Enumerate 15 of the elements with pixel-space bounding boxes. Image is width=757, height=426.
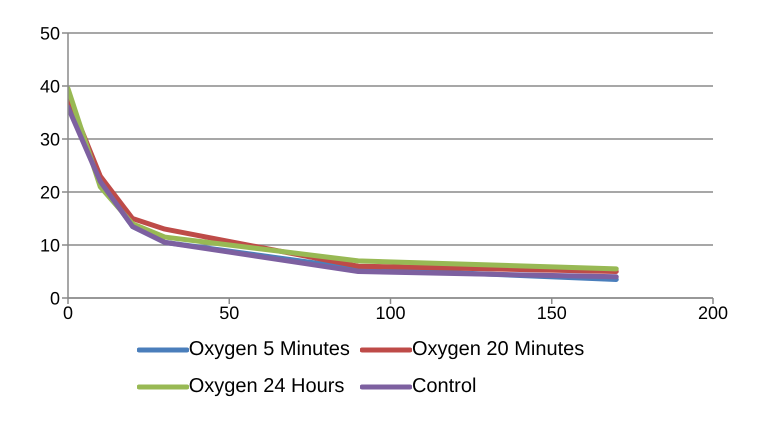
y-tick-label: 10 xyxy=(40,235,60,256)
legend-label: Oxygen 24 Hours xyxy=(188,375,344,398)
x-tick-label: 50 xyxy=(219,302,240,323)
legend-label: Control xyxy=(412,375,476,398)
legend-label: Oxygen 20 Minutes xyxy=(412,338,584,361)
y-tick-label: 50 xyxy=(40,23,60,44)
y-tick-label: 30 xyxy=(40,129,60,150)
y-tick-label: 40 xyxy=(40,76,60,96)
y-tick-label: 20 xyxy=(40,182,60,202)
x-tick-label: 200 xyxy=(698,302,728,323)
x-tick-label: 100 xyxy=(375,302,406,323)
x-tick-label: 0 xyxy=(62,302,74,323)
y-tick-label: 0 xyxy=(50,288,60,308)
x-tick-label: 150 xyxy=(536,302,567,323)
legend-label: Oxygen 5 Minutes xyxy=(188,338,350,361)
